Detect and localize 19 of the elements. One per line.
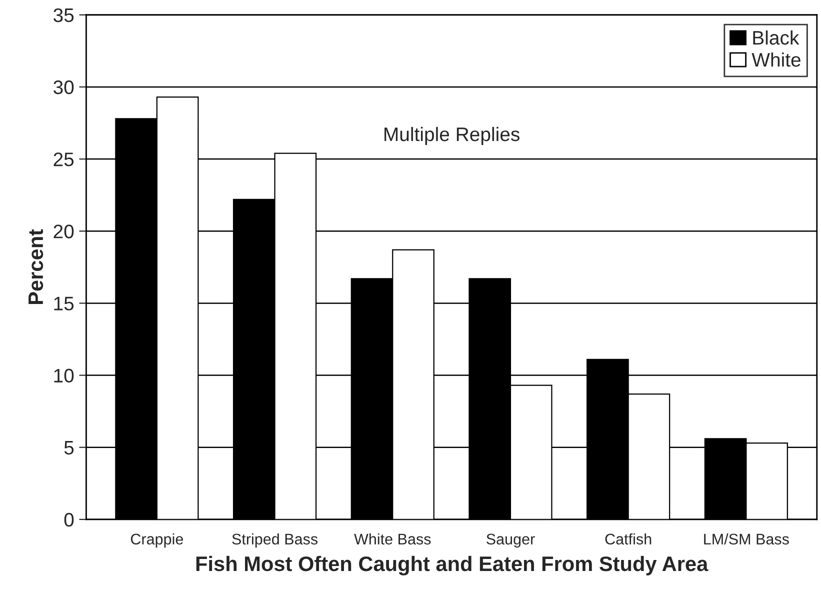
x-tick-label: Striped Bass bbox=[232, 533, 318, 548]
x-tick-label: Catfish bbox=[605, 533, 652, 545]
x-tick-label: Sauger bbox=[486, 534, 535, 548]
y-tick-label: 5 bbox=[64, 441, 74, 455]
y-tick-label: 20 bbox=[54, 224, 74, 238]
y-tick-label: 30 bbox=[54, 80, 74, 94]
y-tick-label: 25 bbox=[54, 152, 74, 166]
y-axis-title: Percent bbox=[28, 229, 44, 304]
legend-label: White bbox=[752, 52, 800, 67]
y-tick-label: 10 bbox=[54, 368, 74, 383]
legend-label: Black bbox=[753, 30, 800, 45]
x-tick-label: LM/SM Bass bbox=[704, 533, 789, 545]
x-tick-label: White Bass bbox=[354, 533, 431, 545]
x-axis-title: Fish Most Often Caught and Eaten From Study Area bbox=[196, 556, 708, 576]
y-tick-label: 0 bbox=[64, 512, 74, 527]
annotation: Multiple Replies bbox=[384, 126, 520, 146]
x-tick-label: Crappie bbox=[130, 533, 183, 548]
y-tick-label: 15 bbox=[54, 296, 74, 310]
y-tick-label: 35 bbox=[54, 8, 74, 22]
